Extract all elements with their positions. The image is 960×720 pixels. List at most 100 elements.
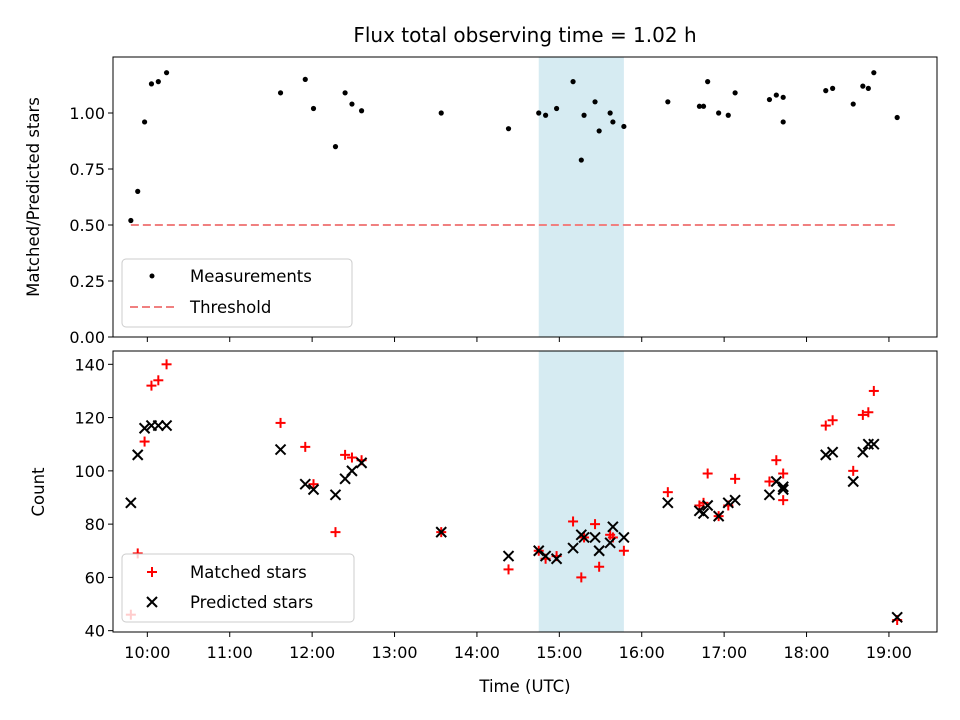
- matched-star-point: [330, 527, 341, 538]
- measurement-point: [505, 126, 512, 132]
- matched-star-point: [778, 468, 789, 479]
- measurement-point: [342, 90, 348, 96]
- predicted-star-point: [125, 497, 137, 509]
- top-y-tick-label: 1.00: [69, 104, 105, 123]
- matched-star-point: [662, 487, 673, 498]
- measurement-point: [438, 110, 444, 116]
- predicted-star-point: [346, 465, 358, 477]
- bottom-y-tick-label: 100: [74, 462, 105, 481]
- predicted-star-point: [847, 475, 859, 488]
- predicted-stars-points: [125, 419, 903, 624]
- measurement-point: [725, 112, 731, 118]
- legend-matched-label: Matched stars: [190, 563, 307, 582]
- bottom-y-tick-label: 80: [85, 515, 105, 534]
- predicted-star-point: [502, 550, 515, 562]
- matched-star-point: [848, 465, 859, 476]
- measurement-point: [536, 110, 542, 116]
- matched-star-point: [827, 415, 838, 426]
- legend-matched-marker: [147, 567, 157, 577]
- legend-predicted-label: Predicted stars: [190, 593, 313, 612]
- matched-star-point: [590, 519, 601, 530]
- legend-predicted-marker: [146, 596, 158, 608]
- matched-star-point: [771, 455, 782, 466]
- bottom-y-axis-label: Count: [29, 467, 48, 517]
- bottom-x-tick-label: 19:00: [866, 643, 912, 662]
- matched-star-point: [594, 561, 605, 572]
- measurement-point: [128, 217, 134, 224]
- bottom-shaded-span: [538, 351, 624, 632]
- top-plot-frame: [112, 56, 938, 338]
- matched-star-point: [340, 449, 351, 460]
- measurement-point: [732, 90, 738, 96]
- measurement-point: [358, 108, 365, 114]
- matched-star-point: [161, 359, 172, 370]
- bottom-y-ticks: 40 60 80 100 120 140: [74, 355, 113, 641]
- measurement-point: [553, 105, 560, 112]
- matched-star-point: [308, 479, 319, 490]
- matched-star-point: [503, 564, 514, 575]
- measurement-point: [780, 119, 786, 125]
- bottom-y-tick-label: 140: [74, 355, 105, 374]
- predicted-star-point: [593, 545, 605, 557]
- matched-star-point: [275, 417, 286, 428]
- matched-stars-points: [125, 359, 903, 626]
- predicted-star-point: [578, 531, 590, 544]
- matched-star-point: [730, 473, 741, 484]
- matched-star-point: [857, 409, 868, 420]
- measurement-point: [823, 88, 829, 94]
- bottom-x-tick-label: 10:00: [124, 643, 170, 662]
- bottom-legend: Matched stars Predicted stars: [121, 553, 355, 623]
- top-y-ticks: 0.00 0.25 0.50 0.75 1.00: [69, 104, 113, 347]
- measurement-point: [578, 157, 584, 163]
- measurement-point: [860, 83, 866, 89]
- predicted-star-point: [329, 489, 342, 501]
- measurement-point: [141, 119, 148, 125]
- bottom-y-tick-label: 40: [85, 622, 105, 641]
- predicted-star-point: [274, 443, 287, 456]
- measurement-point: [830, 85, 836, 91]
- predicted-star-point: [160, 419, 173, 432]
- measurement-point: [850, 101, 856, 107]
- predicted-star-point: [662, 497, 674, 509]
- predicted-star-point: [589, 531, 601, 544]
- bottom-y-tick-label: 60: [85, 568, 105, 587]
- measurement-point: [596, 128, 602, 134]
- measurement-point: [581, 112, 587, 118]
- predicted-star-point: [763, 489, 776, 501]
- predicted-star-point: [152, 419, 165, 432]
- measurement-point: [310, 105, 317, 112]
- bottom-x-tick-label: 17:00: [701, 643, 747, 662]
- predicted-star-point: [729, 494, 741, 506]
- top-y-tick-label: 0.00: [69, 328, 105, 347]
- measurement-point: [865, 85, 871, 91]
- legend-measurements-label: Measurements: [190, 267, 312, 286]
- measurement-point: [621, 123, 627, 130]
- predicted-star-point: [891, 611, 903, 624]
- top-x-ticks: [146, 337, 890, 342]
- top-y-axis-label: Matched/Predicted stars: [24, 97, 43, 297]
- bottom-x-tick-label: 11:00: [207, 643, 253, 662]
- top-legend-box: [121, 258, 353, 328]
- bottom-x-tick-label: 15:00: [536, 643, 582, 662]
- measurement-point: [766, 96, 773, 103]
- measurement-point: [705, 79, 711, 85]
- matched-star-point: [764, 476, 775, 487]
- predicted-star-point: [435, 526, 447, 538]
- matched-star-point: [346, 452, 357, 463]
- predicted-star-point: [355, 457, 368, 469]
- predicted-star-point: [820, 449, 832, 461]
- measurement-point: [592, 99, 598, 105]
- predicted-star-point: [777, 481, 789, 493]
- predicted-star-point: [604, 537, 616, 549]
- top-y-tick-label: 0.50: [69, 216, 105, 235]
- legend-threshold-label: Threshold: [189, 298, 271, 317]
- measurement-point: [780, 94, 786, 100]
- bottom-legend-box: [121, 553, 355, 623]
- predicted-star-point: [697, 507, 710, 520]
- bottom-x-tick-label: 14:00: [454, 643, 500, 662]
- top-legend: Measurements Threshold: [121, 258, 353, 328]
- predicted-star-point: [567, 542, 579, 554]
- measurement-point: [700, 103, 707, 109]
- matched-star-point: [702, 468, 713, 479]
